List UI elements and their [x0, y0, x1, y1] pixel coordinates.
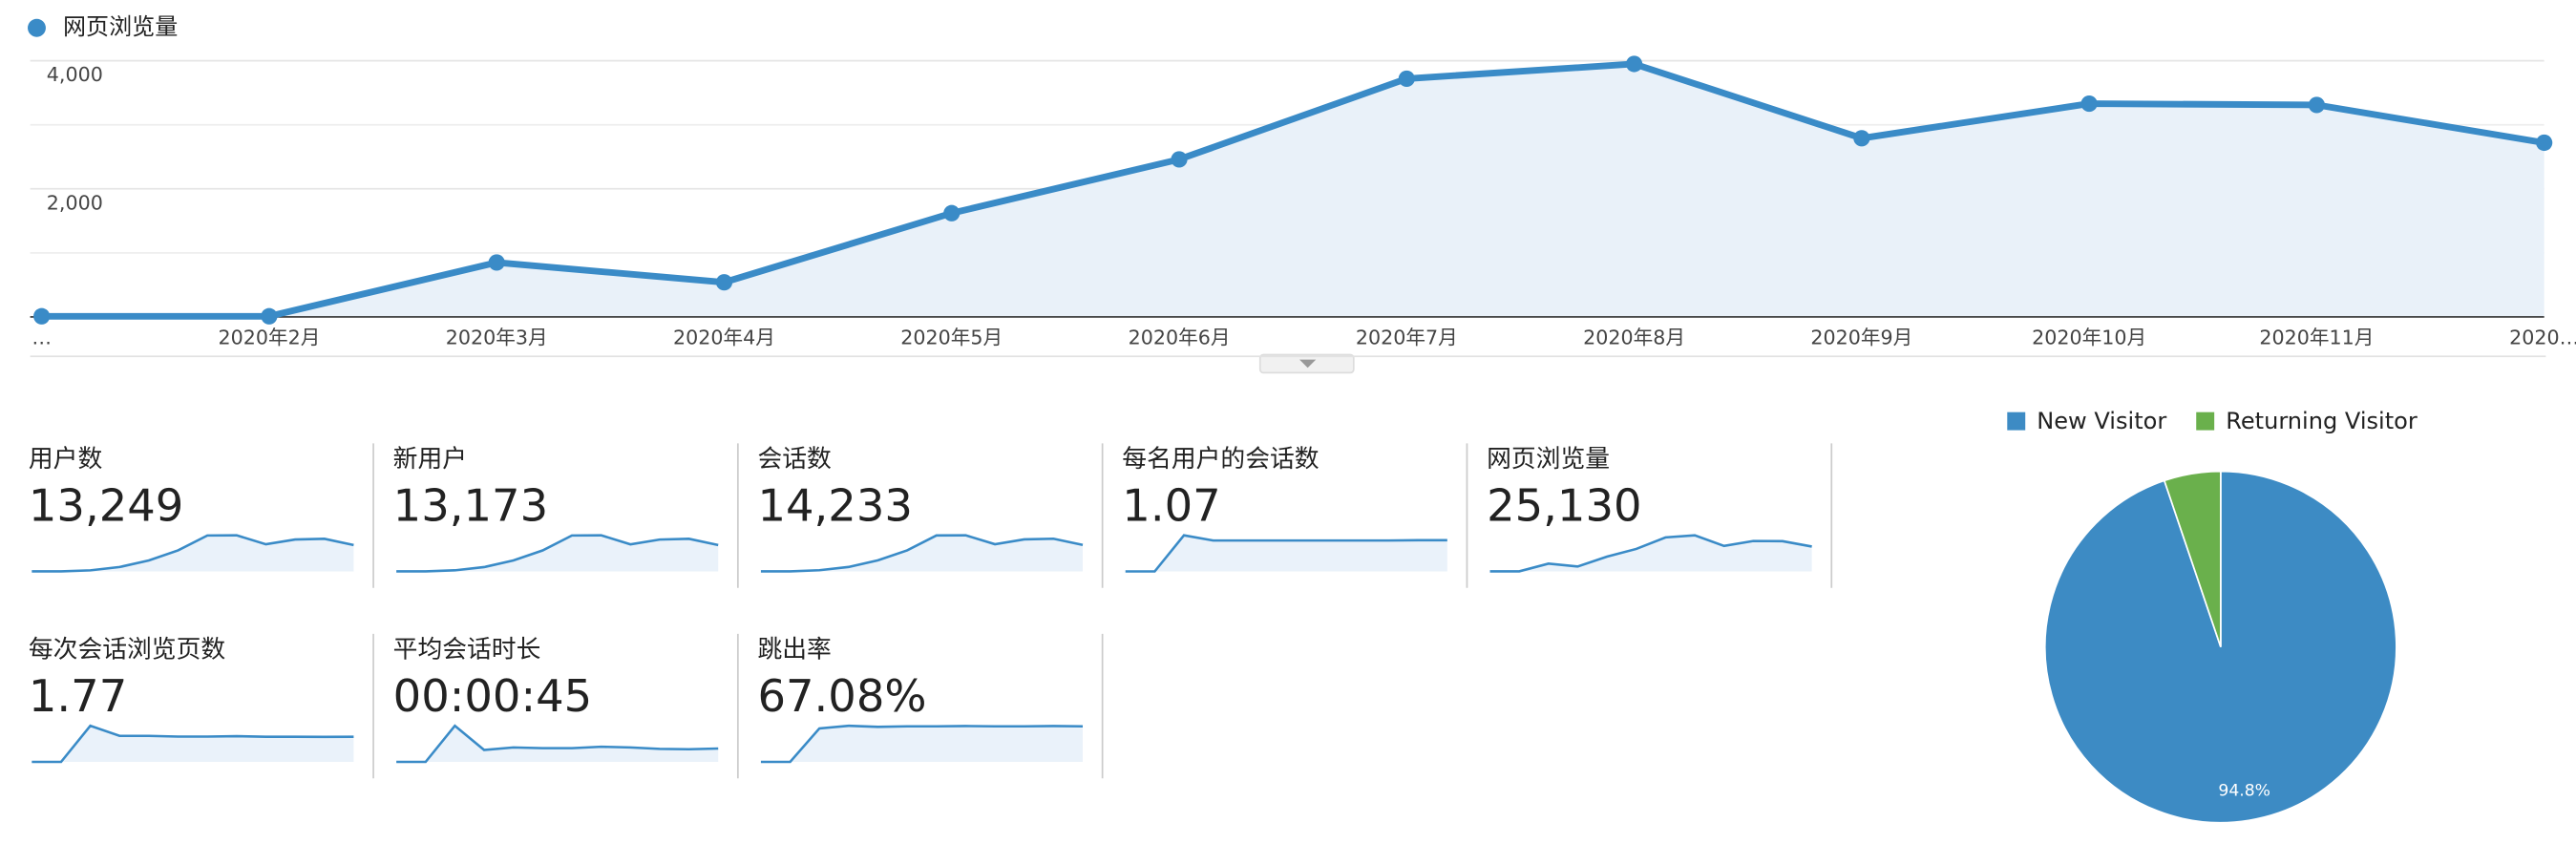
collapse-arrow [1299, 359, 1317, 369]
x-tick-label: 2020年9月 [1810, 326, 1912, 348]
sparkline-area [32, 726, 354, 763]
metric-label: 跳出率 [757, 636, 831, 665]
x-tick-label: 2020年6月 [1129, 326, 1231, 348]
legend-marker [2007, 411, 2026, 431]
x-tick-label: 2020年10月 [2032, 326, 2146, 348]
metric-label: 每名用户的会话数 [1122, 445, 1319, 474]
x-tick-label: 2020年7月 [1356, 326, 1458, 348]
metric-label: 每次会话浏览页数 [29, 636, 225, 665]
sparkline-area [760, 726, 1084, 763]
metric-label: 新用户 [393, 445, 467, 474]
area [41, 63, 2544, 317]
metric-value: 00:00:45 [393, 670, 592, 722]
metric-label: 用户数 [29, 445, 103, 474]
metric-label: 网页浏览量 [1487, 445, 1610, 474]
sparkline-area [396, 535, 719, 572]
point [1171, 151, 1188, 168]
x-tick-label: … [32, 326, 52, 348]
sparkline [32, 534, 354, 573]
sparkline [760, 724, 1084, 764]
metric-value: 13,173 [393, 480, 548, 532]
x-tick-label: 2020年3月 [446, 326, 548, 348]
legend-label: Returning Visitor [2226, 408, 2418, 434]
metric-value: 67.08% [757, 670, 926, 722]
metric-label: 平均会话时长 [393, 636, 541, 665]
point [2080, 95, 2098, 113]
sparkline-area [1489, 535, 1812, 572]
point [33, 307, 51, 325]
sparkline-area [32, 535, 354, 572]
pie-label: 94.8% [2218, 781, 2270, 800]
sparkline [1489, 534, 1812, 573]
x-tick-label: 2020年2月 [218, 326, 320, 348]
point [2536, 134, 2553, 152]
y-tick-label: 4,000 [47, 63, 103, 86]
metric-label: 会话数 [757, 445, 832, 474]
point [2308, 96, 2326, 114]
x-tick-label: 2020年11月 [2259, 326, 2374, 348]
sparkline-area [396, 726, 719, 763]
sparkline [1125, 534, 1447, 573]
point [488, 254, 505, 271]
legend-marker [2196, 411, 2215, 431]
point [715, 274, 733, 291]
sparkline-area [1125, 535, 1447, 572]
point [261, 307, 278, 325]
legend-label: 网页浏览量 [63, 13, 178, 40]
legend-label: New Visitor [2037, 408, 2166, 434]
sparkline [396, 724, 719, 764]
point [943, 204, 961, 222]
metric-value: 1.07 [1122, 480, 1220, 532]
sparkline [396, 534, 719, 573]
x-tick-label: 2020年4月 [673, 326, 775, 348]
metric-value: 25,130 [1487, 480, 1641, 532]
legend-marker [28, 18, 46, 37]
point [1625, 55, 1643, 73]
metric-value: 1.77 [29, 670, 127, 722]
sparkline [760, 534, 1084, 573]
x-tick-label: 2020年8月 [1583, 326, 1685, 348]
point [1398, 70, 1415, 88]
metric-value: 13,249 [29, 480, 183, 532]
x-tick-label: 2020年5月 [900, 326, 1003, 348]
sparkline-area [760, 535, 1084, 572]
point [1853, 130, 1870, 147]
x-tick-label: 2020… [2509, 326, 2576, 348]
metric-value: 14,233 [757, 480, 912, 532]
sparkline [32, 724, 354, 764]
y-tick-label: 2,000 [47, 191, 103, 214]
pie-slice [2163, 470, 2222, 647]
line [41, 60, 2545, 320]
